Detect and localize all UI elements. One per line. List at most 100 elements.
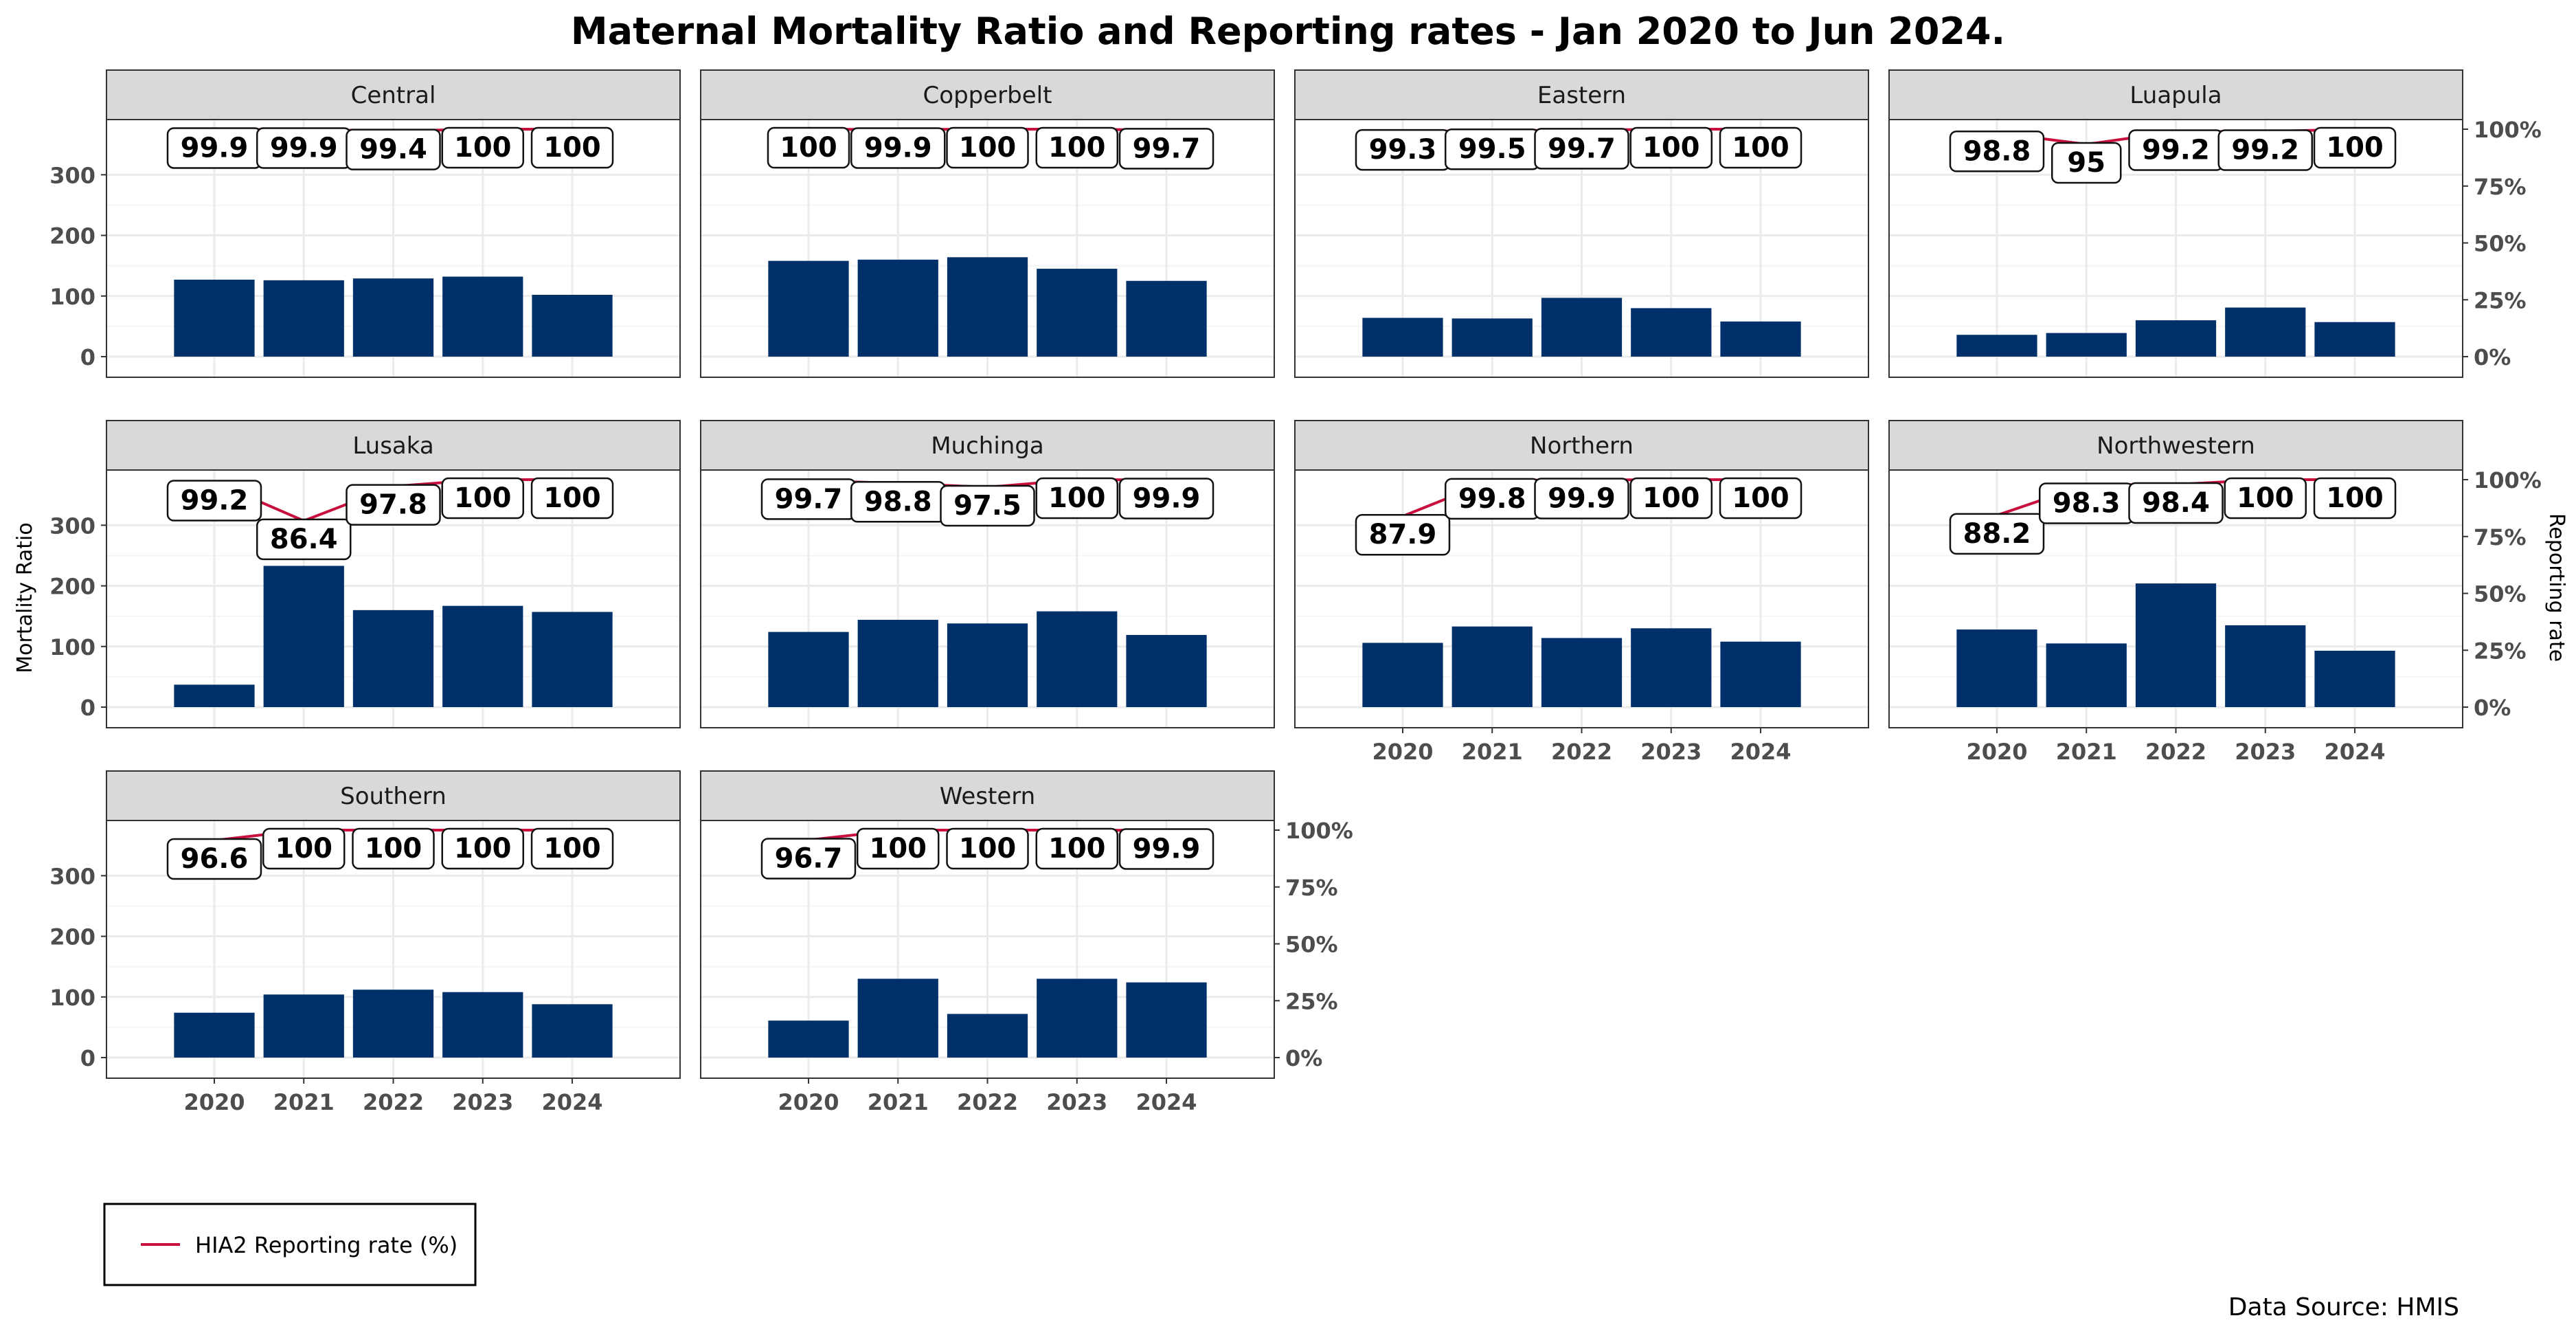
- rate-label: 99.9: [181, 132, 249, 164]
- bar-2021: [1451, 318, 1533, 357]
- rate-label-box: [940, 484, 1035, 527]
- x-tick-label: 2024: [1136, 1089, 1197, 1115]
- bar-2021: [263, 566, 344, 707]
- x-tick-label: 2021: [2056, 739, 2117, 765]
- bar-2024: [1720, 641, 1801, 707]
- bar-2022: [352, 278, 434, 357]
- rate-label-box: [441, 827, 525, 870]
- facet-strip-label: Copperbelt: [923, 82, 1052, 109]
- y2-tick-label: 0%: [2474, 695, 2511, 721]
- rate-label: 100: [543, 132, 601, 164]
- rate-label: 98.8: [1963, 135, 2031, 167]
- y2-tick-label: 75%: [2474, 174, 2527, 200]
- bar-2021: [857, 259, 938, 357]
- y2-tick-label: 50%: [2474, 581, 2527, 607]
- facet-strip: [106, 420, 681, 471]
- rate-label: 99.2: [2142, 135, 2210, 166]
- bar-2022: [2135, 583, 2217, 707]
- rate-label: 88.2: [1963, 518, 2031, 550]
- bar-2021: [2046, 333, 2127, 357]
- facet-panel-copperbelt: Copperbelt 100 99.9 100 100 99.7: [700, 69, 1275, 378]
- rate-label: 100: [869, 833, 927, 864]
- rate-label-box: [1035, 477, 1119, 520]
- x-tick-label: 2020: [183, 1089, 245, 1115]
- facet-strip: [1888, 69, 2463, 120]
- rate-label: 100: [1642, 482, 1700, 514]
- rate-label: 100: [543, 833, 601, 864]
- rate-label-box: [2313, 126, 2397, 169]
- rate-label-box: [946, 827, 1029, 870]
- y-tick-label: 300: [49, 162, 95, 188]
- x-tick-label: 2023: [1046, 1089, 1107, 1115]
- bar-2020: [174, 279, 255, 357]
- y-axis-title: Mortality Ratio: [13, 522, 37, 673]
- rate-label: 100: [275, 833, 332, 864]
- rate-label-box: [856, 827, 940, 870]
- rate-label: 100: [1048, 833, 1106, 864]
- facet-strip-label: Northern: [1530, 432, 1634, 460]
- rate-label-box: [530, 126, 614, 169]
- x-tick-label: 2023: [2235, 739, 2296, 765]
- rate-label: 99.5: [1458, 133, 1526, 165]
- facet-strip: [1888, 420, 2463, 471]
- rate-label: 100: [454, 132, 512, 164]
- x-tick-label: 2020: [1966, 739, 2027, 765]
- rate-label-box: [850, 127, 946, 169]
- rate-label: 99.9: [1548, 482, 1616, 514]
- rate-label: 99.9: [864, 132, 932, 164]
- x-tick-label: 2022: [957, 1089, 1018, 1115]
- y2-tick-label: 0%: [2474, 344, 2511, 370]
- rate-label-box: [1118, 128, 1214, 170]
- facet-panel-northern: Northern 87.9 99.8 99.9 100 100 2020 2021 2022 20…: [1294, 420, 1869, 765]
- facet-strip: [106, 69, 681, 120]
- legend: HIA2 Reporting rate (%): [103, 1203, 477, 1286]
- y2-tick-label: 25%: [1285, 988, 1338, 1014]
- y-tick-label: 100: [49, 634, 95, 660]
- bar-2022: [1541, 638, 1623, 707]
- x-tick-label: 2022: [363, 1089, 424, 1115]
- facet-panel-eastern: Eastern 99.3 99.5 99.7 100 100: [1294, 69, 1869, 378]
- bar-2020: [1956, 629, 2037, 707]
- rate-label: 98.4: [2142, 487, 2210, 519]
- chart-title: Maternal Mortality Ratio and Reporting r…: [570, 10, 2006, 53]
- rate-label: 100: [2237, 482, 2294, 514]
- rate-label: 99.3: [1369, 134, 1437, 166]
- facet-strip-label: Northwestern: [2097, 432, 2255, 460]
- y2-tick-label: 50%: [1285, 932, 1338, 958]
- legend-label: HIA2 Reporting rate (%): [195, 1232, 457, 1258]
- rate-label: 100: [454, 833, 512, 864]
- y-tick-label: 200: [49, 574, 95, 600]
- y-tick-label: 0: [80, 1045, 95, 1071]
- rate-label-box: [1719, 126, 1803, 169]
- y-tick-label: 0: [80, 695, 95, 721]
- y2-tick-label: 50%: [2474, 231, 2527, 257]
- rate-label-box: [1118, 478, 1214, 520]
- rate-label: 99.2: [2231, 135, 2299, 166]
- rate-label: 100: [2326, 482, 2384, 514]
- facet-panel-northwestern: Northwestern 88.2 98.3 98.4 100 100 0% 25% 50% 75…: [1888, 420, 2542, 765]
- rate-label-box: [1949, 513, 2045, 555]
- facet-strip: [700, 770, 1275, 821]
- y2-axis-title: Reporting rate: [2544, 513, 2568, 662]
- rate-label: 98.3: [2053, 487, 2121, 519]
- rate-label-box: [767, 126, 850, 169]
- rate-label: 95: [2067, 147, 2105, 179]
- bar-2024: [1126, 635, 1207, 707]
- rate-label: 100: [2326, 132, 2384, 164]
- rate-label-box: [530, 827, 614, 870]
- bar-2020: [1362, 317, 1443, 357]
- y2-tick-label: 100%: [1285, 818, 1353, 844]
- x-tick-label: 2024: [1730, 739, 1791, 765]
- bar-2023: [442, 992, 523, 1058]
- bar-2020: [174, 1012, 255, 1058]
- facet-panel-luapula: Luapula 98.8 95 99.2 99.2 100 0% 25% 50% 75% 100%: [1888, 69, 2542, 378]
- bar-2021: [263, 280, 344, 357]
- x-tick-label: 2021: [273, 1089, 335, 1115]
- rate-label-box: [2217, 129, 2314, 171]
- rate-label: 100: [1732, 132, 1789, 164]
- rate-label-box: [256, 518, 352, 561]
- rate-label: 99.8: [1458, 483, 1526, 515]
- facet-strip: [700, 69, 1275, 120]
- rate-label: 97.8: [359, 489, 427, 521]
- rate-label: 100: [1048, 132, 1106, 164]
